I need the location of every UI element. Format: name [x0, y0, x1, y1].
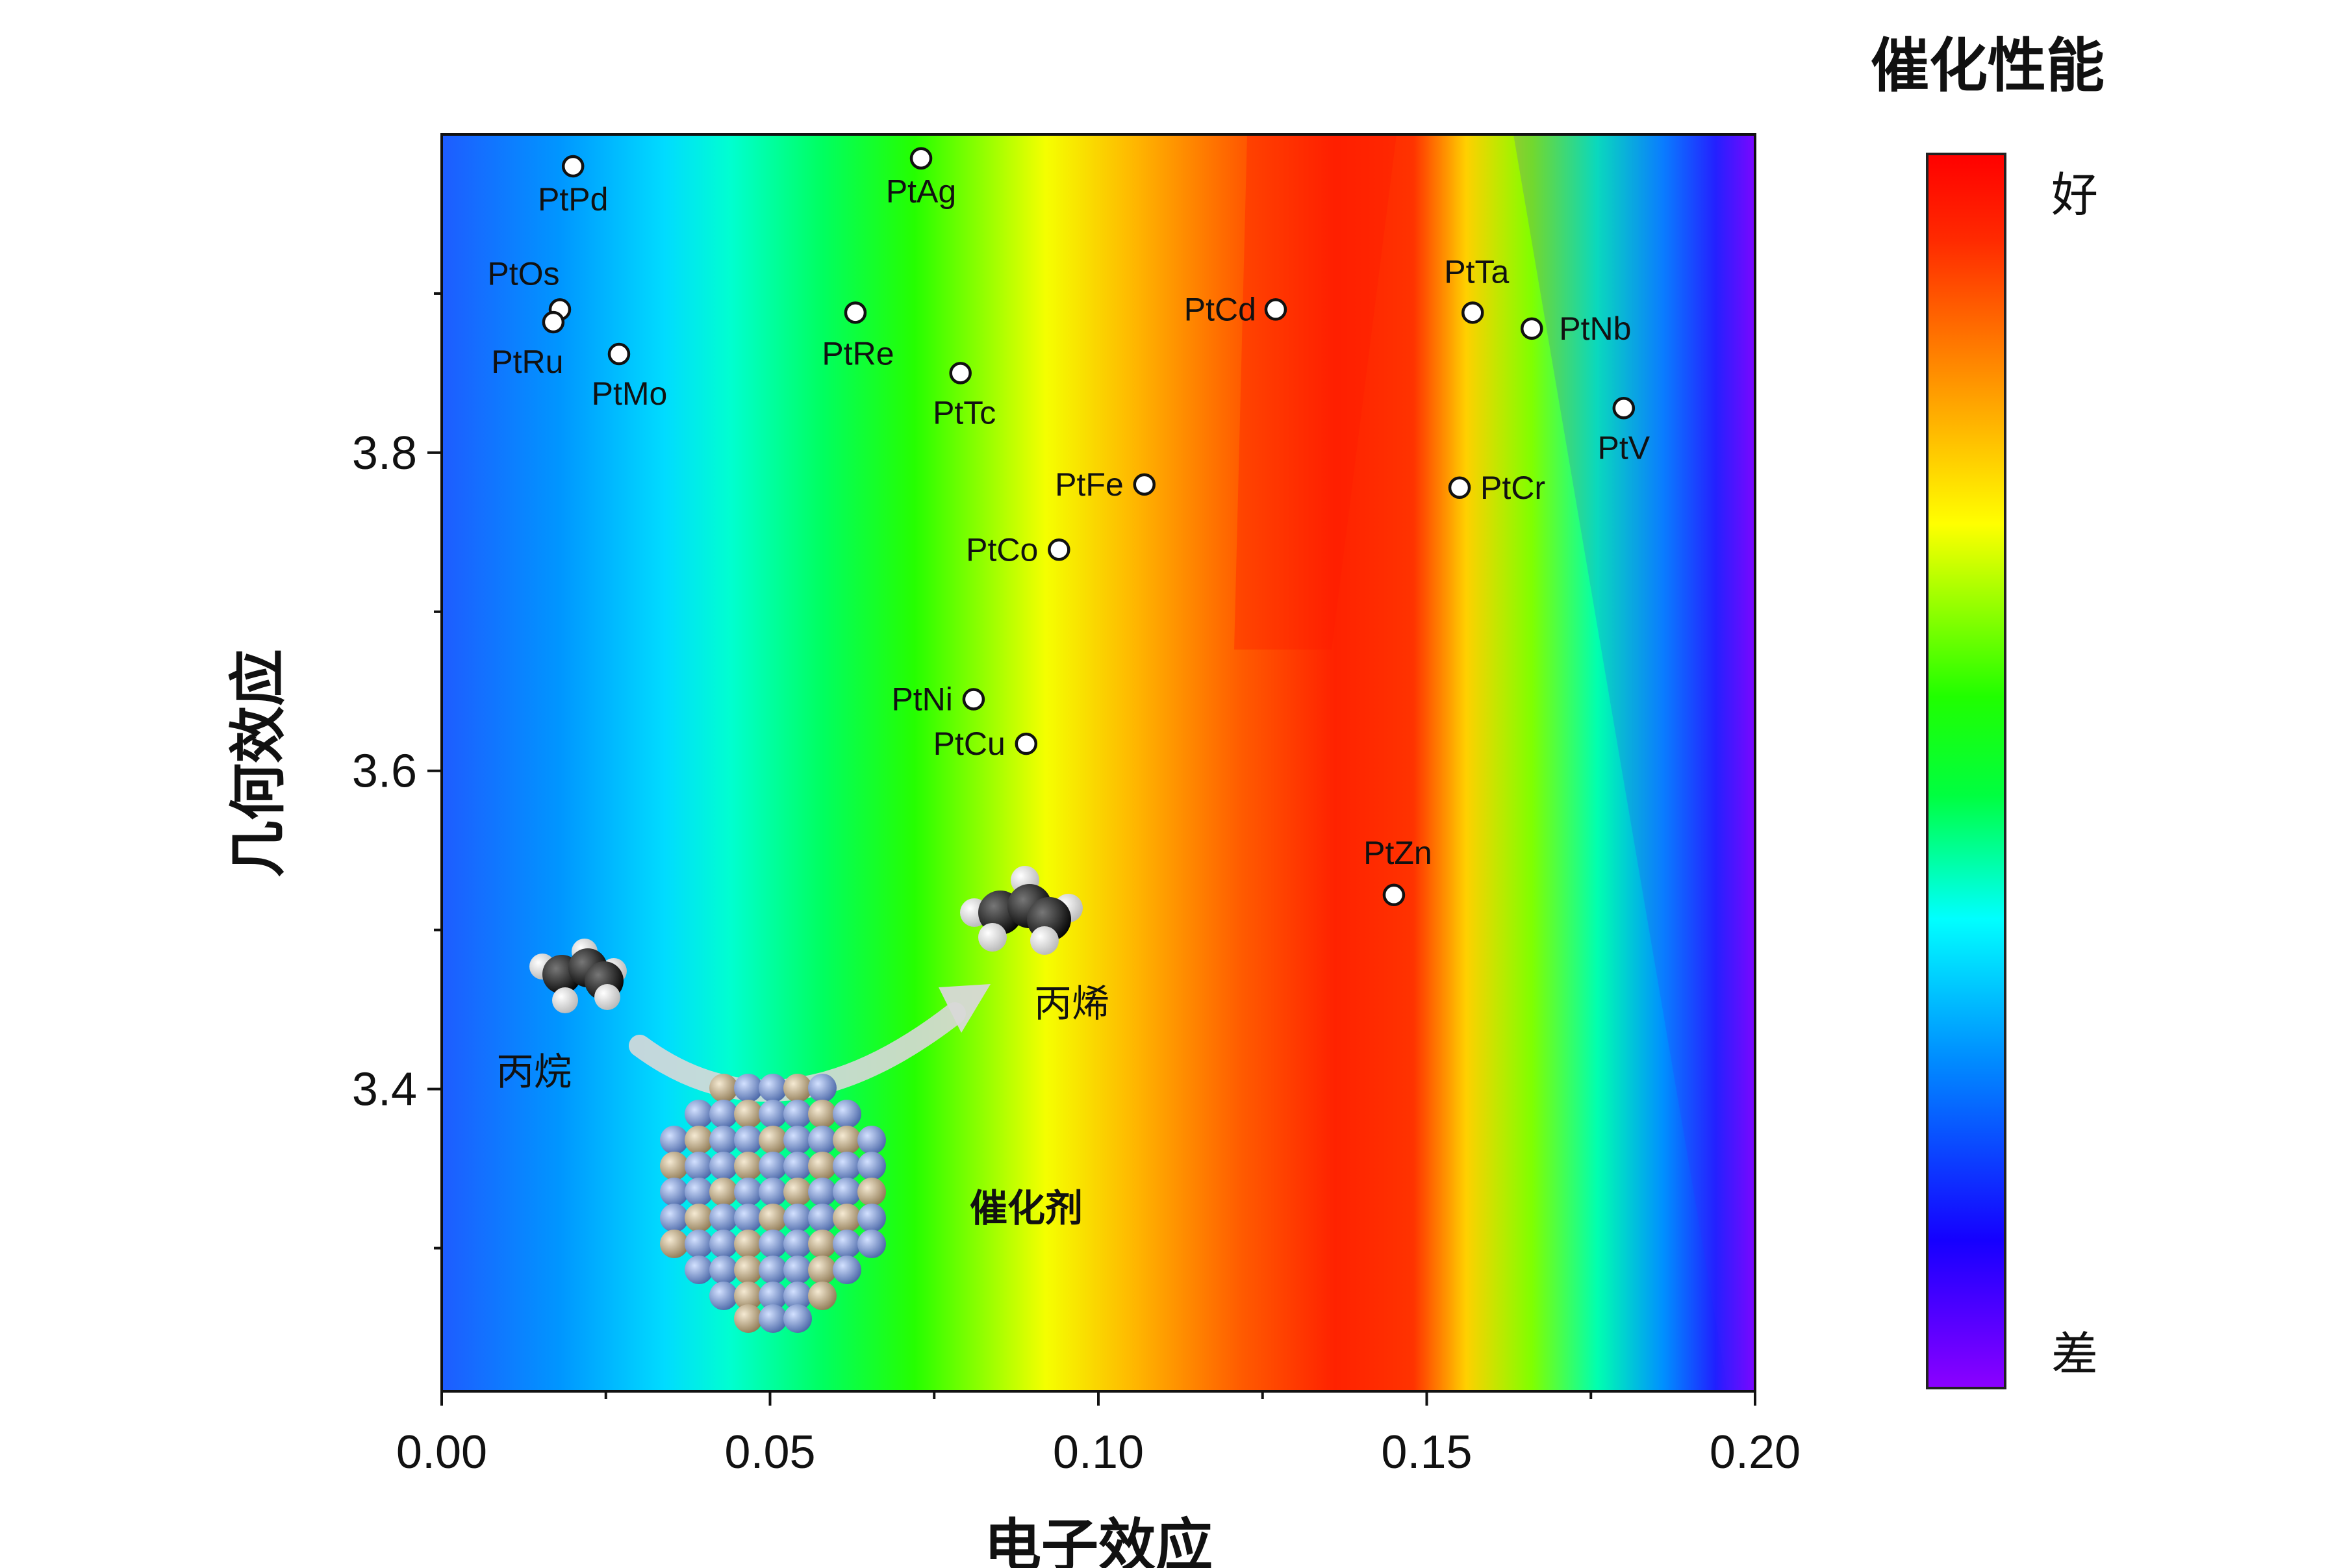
data-label-ptcd: PtCd	[1184, 291, 1256, 327]
data-point-ptru	[542, 310, 565, 334]
x-axis: 0.00 0.05 0.10 0.15 0.20	[396, 1391, 1801, 1478]
colorbar-bottom-label: 差	[2051, 1327, 2098, 1382]
data-label-ptmo: PtMo	[592, 375, 668, 412]
propene-molecule-illustration	[960, 866, 1083, 955]
data-point-pttc	[949, 362, 972, 385]
data-point-ptag	[909, 147, 933, 170]
data-label-ptco: PtCo	[966, 531, 1038, 568]
colorbar	[1926, 153, 2006, 1389]
data-point-ptnb	[1521, 317, 1543, 340]
propene-label: 丙烯	[1034, 981, 1109, 1026]
data-label-ptta: PtTa	[1444, 253, 1509, 290]
catalyst-nanoparticle-illustration	[660, 1074, 886, 1333]
data-label-ptre: PtRe	[822, 335, 894, 372]
y-tick-label: 3.6	[352, 746, 417, 798]
data-label-ptfe: PtFe	[1055, 466, 1124, 503]
x-tick-label: 0.00	[396, 1426, 487, 1478]
x-axis-title: 电子效应	[984, 1512, 1213, 1568]
data-point-ptni	[962, 688, 985, 711]
data-point-ptzn	[1382, 883, 1406, 907]
data-point-ptv	[1612, 397, 1636, 420]
x-tick-label: 0.10	[1053, 1426, 1144, 1478]
data-point-ptcd	[1264, 298, 1287, 321]
data-label-ptv: PtV	[1598, 429, 1650, 466]
data-point-ptpd	[561, 155, 585, 178]
catalyst-label: 催化剂	[970, 1186, 1083, 1230]
data-label-ptos: PtOs	[487, 255, 559, 292]
data-point-ptmo	[607, 342, 631, 366]
colorbar-top-label: 好	[2051, 168, 2098, 222]
x-tick-label: 0.20	[1710, 1426, 1801, 1478]
data-point-ptta	[1461, 301, 1484, 324]
data-label-ptcr: PtCr	[1480, 470, 1545, 506]
data-point-ptcr	[1448, 476, 1471, 499]
data-point-ptcu	[1015, 732, 1038, 755]
data-point-ptre	[844, 301, 867, 324]
y-axis: 3.4 3.6 3.8	[352, 292, 442, 1250]
x-tick-label: 0.15	[1381, 1426, 1472, 1478]
data-label-ptru: PtRu	[491, 344, 563, 380]
x-tick-label: 0.05	[724, 1426, 815, 1478]
propane-label: 丙烷	[496, 1050, 572, 1094]
colorbar-title: 催化性能	[1871, 32, 2105, 100]
contour-background	[442, 134, 1755, 1391]
data-point-ptfe	[1133, 473, 1156, 496]
y-tick-label: 3.4	[352, 1064, 417, 1116]
data-label-ptnb: PtNb	[1559, 310, 1631, 347]
y-axis-title: 几何效应	[225, 649, 292, 878]
data-point-ptco	[1048, 538, 1070, 561]
data-label-ptpd: PtPd	[538, 181, 608, 218]
y-tick-label: 3.8	[352, 427, 417, 479]
data-label-ptzn: PtZn	[1363, 835, 1432, 871]
data-label-ptcu: PtCu	[933, 726, 1005, 762]
data-label-pttc: PtTc	[933, 394, 996, 431]
data-label-ptni: PtNi	[891, 681, 952, 718]
data-points: PtPd PtAg PtOs PtRu PtMo PtRe PtTc PtCd PtTa PtNb…	[487, 147, 1650, 907]
data-label-ptag: PtAg	[886, 173, 956, 210]
propane-molecule-illustration	[529, 939, 627, 1013]
